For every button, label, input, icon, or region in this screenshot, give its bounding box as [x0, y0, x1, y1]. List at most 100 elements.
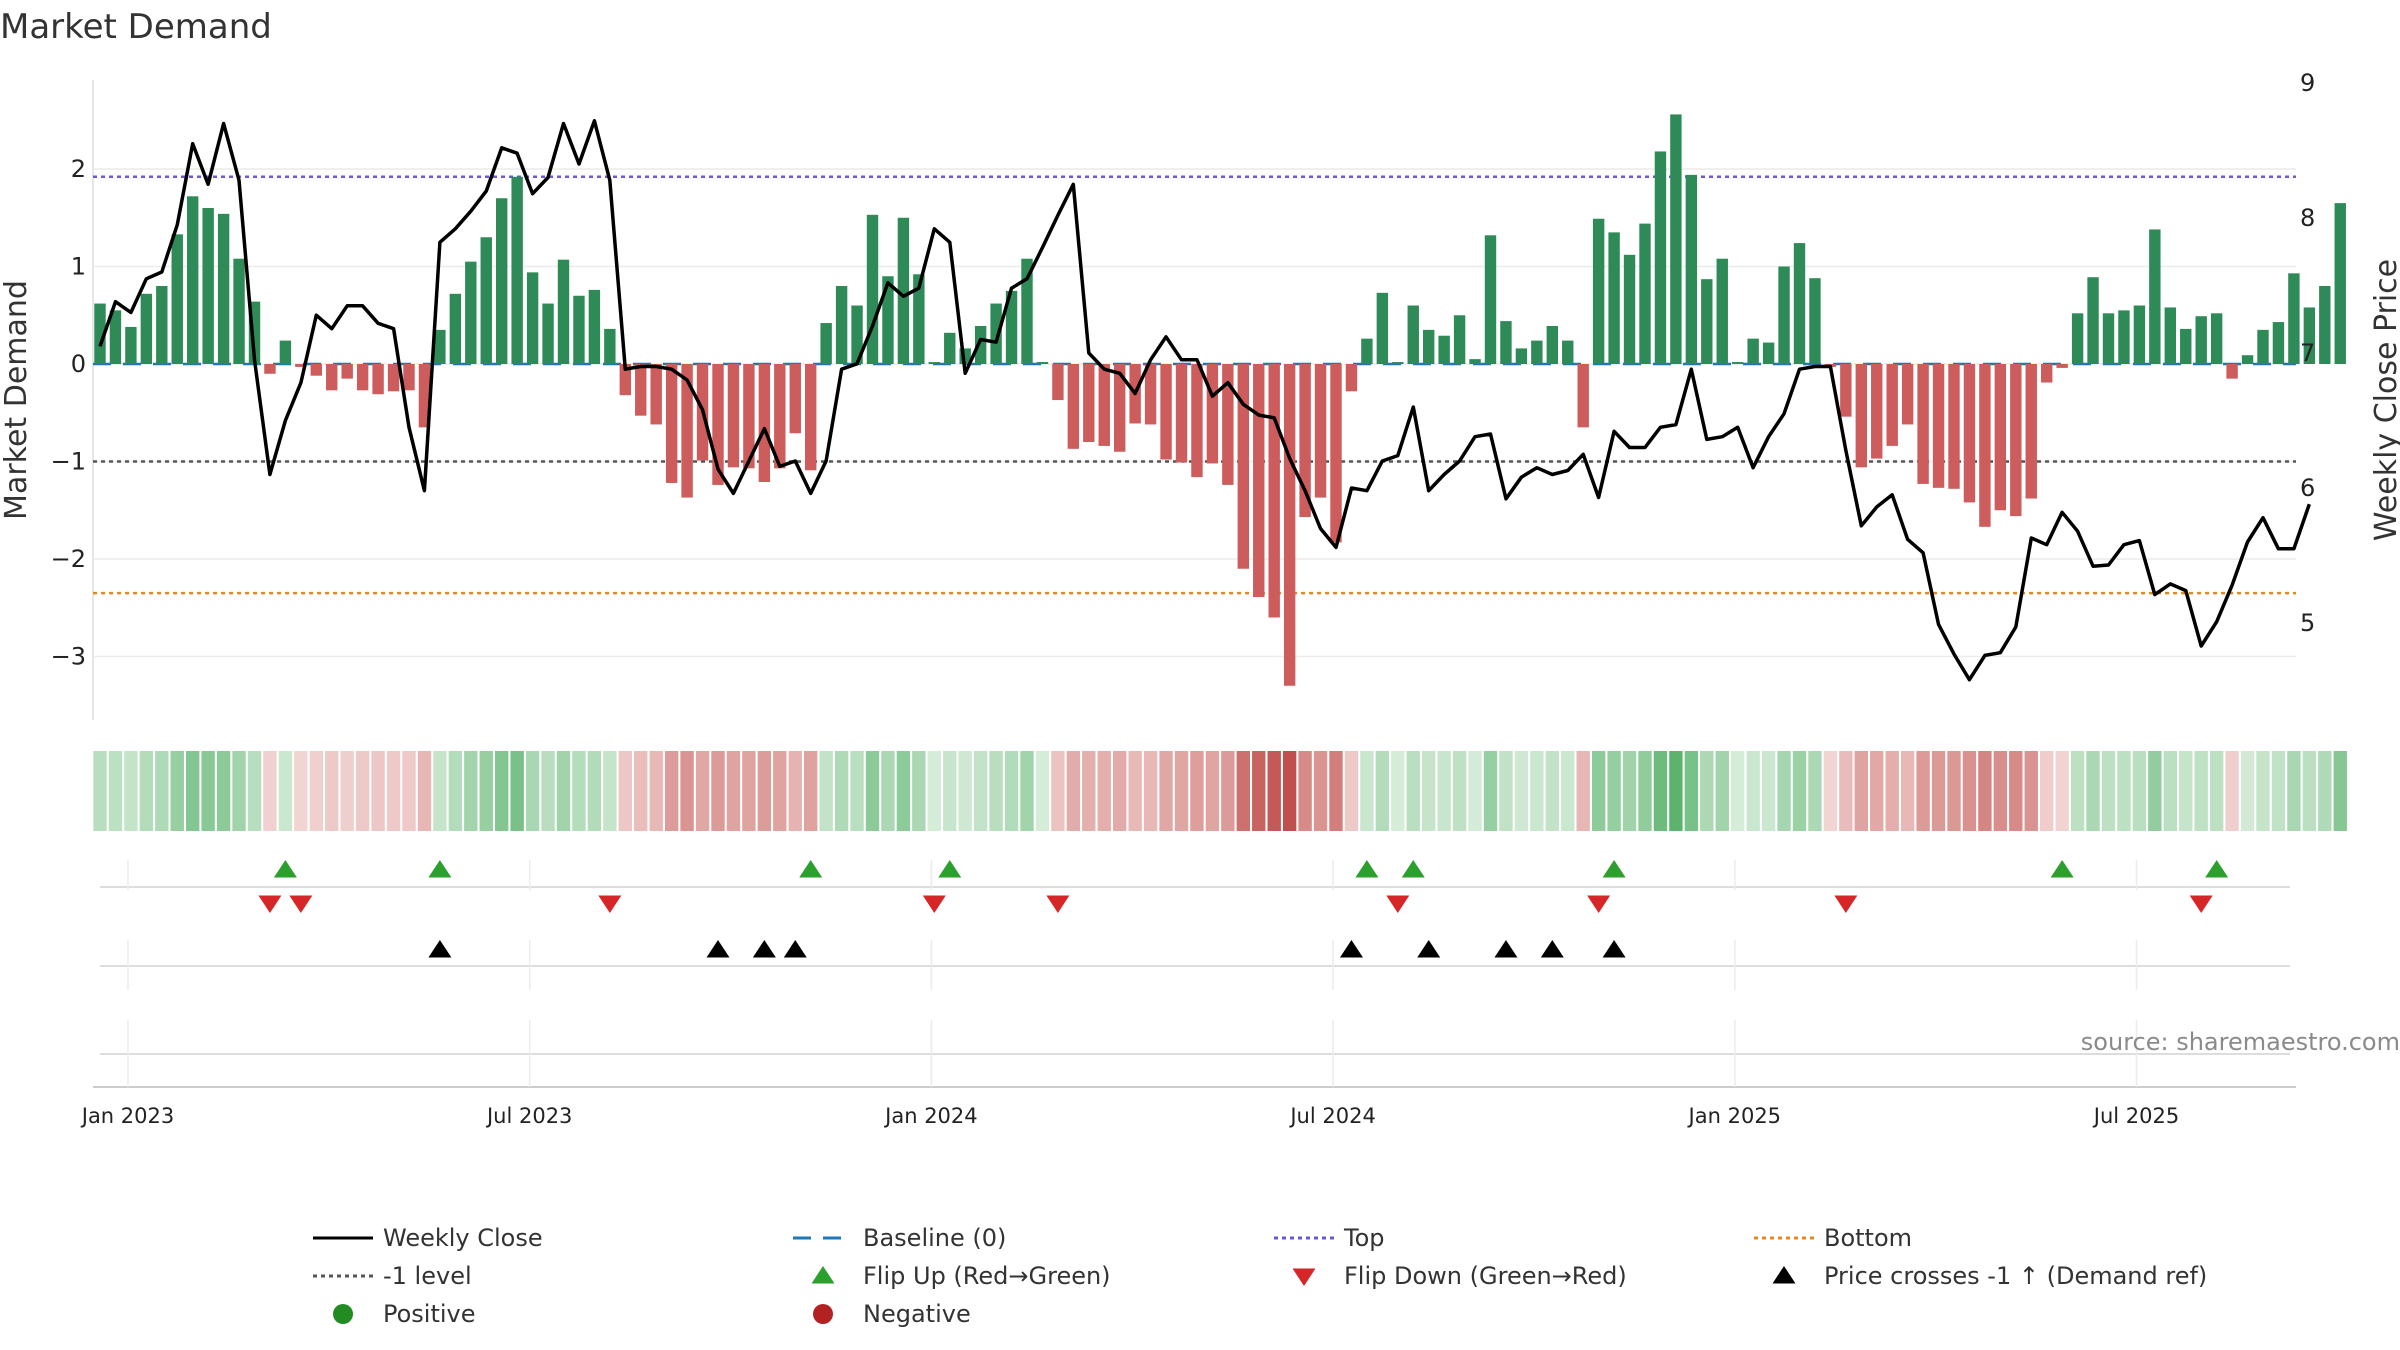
demand-bar: [2025, 364, 2037, 499]
flip-up-marker: [428, 860, 452, 878]
heat-cell: [1700, 751, 1714, 831]
heat-cell: [788, 751, 802, 831]
demand-bar: [310, 364, 322, 376]
demand-bar: [465, 261, 477, 364]
demand-bar: [1840, 364, 1852, 417]
heat-cell: [1236, 751, 1250, 831]
demand-bar: [1175, 364, 1188, 463]
demand-bar: [1531, 340, 1543, 364]
legend-item: Positive: [333, 1300, 476, 1328]
legend-triangle-down: [1292, 1268, 1316, 1286]
demand-bar: [650, 364, 662, 425]
demand-bar: [1453, 315, 1466, 364]
flip-up-marker: [799, 860, 823, 878]
heat-cell: [1653, 751, 1668, 831]
demand-bar: [1005, 290, 1018, 364]
heat-cell: [912, 751, 926, 831]
heat-cell: [618, 751, 632, 831]
demand-bar: [1423, 329, 1435, 364]
demand-heat-strip: [93, 751, 2347, 831]
empty-panel: [93, 1053, 2296, 1088]
demand-bar: [356, 364, 369, 391]
demand-bar: [2087, 277, 2099, 364]
demand-bar: [1994, 364, 2007, 511]
heat-cell: [773, 751, 787, 831]
demand-bars: [94, 114, 2346, 686]
heat-cell: [2302, 751, 2317, 831]
y-tick-label: 2: [71, 155, 86, 183]
demand-bar: [974, 325, 987, 364]
demand-bar: [588, 289, 601, 364]
demand-bar: [480, 237, 492, 364]
price-cross-panel: [100, 940, 2290, 967]
demand-bar: [2257, 329, 2269, 364]
heat-cell: [1452, 751, 1467, 831]
heat-cell: [850, 751, 864, 831]
legend-label: Flip Down (Green→Red): [1344, 1262, 1627, 1290]
heat-cell: [804, 751, 818, 831]
heat-cell: [757, 751, 772, 831]
heat-cell: [495, 751, 509, 831]
heat-cell: [294, 751, 308, 831]
heat-cell: [2055, 751, 2069, 831]
demand-bar: [1747, 338, 1759, 364]
legend-item: Baseline (0): [793, 1224, 1006, 1252]
heat-cell: [1777, 751, 1791, 831]
heat-cell: [325, 751, 339, 831]
demand-bar: [2118, 310, 2130, 364]
heat-cell: [726, 751, 741, 831]
heat-cell: [1097, 751, 1111, 831]
main-panel: 2 1 0 −1 −2 −3 9 8 7 6 5 Market Demand Weekly Clo…: [0, 69, 2400, 720]
heat-cell: [1761, 751, 1776, 831]
demand-bar: [712, 364, 724, 485]
demand-bar: [1886, 364, 1898, 446]
heat-cell: [232, 751, 246, 831]
heat-cell: [1437, 751, 1451, 831]
x-tick-label: Jan 2024: [883, 1104, 978, 1128]
heat-cell: [742, 751, 756, 831]
demand-bar: [187, 196, 199, 364]
heat-cell: [2040, 751, 2054, 831]
heat-cell: [1715, 751, 1729, 831]
heat-cell: [1375, 751, 1390, 831]
demand-bar: [1948, 364, 1960, 489]
demand-bar: [635, 364, 647, 416]
demand-bar: [1438, 335, 1450, 364]
demand-bar: [1793, 243, 1806, 364]
heat-cell: [2240, 751, 2255, 831]
demand-bar: [1716, 258, 1728, 364]
heat-cell: [881, 751, 895, 831]
heat-cell: [2179, 751, 2193, 831]
heat-cell: [1499, 751, 1513, 831]
heat-cell: [371, 751, 385, 831]
demand-bar: [1592, 218, 1605, 364]
heat-cell: [1530, 751, 1544, 831]
legend-item: Flip Down (Green→Red): [1292, 1262, 1627, 1290]
heat-cell: [1839, 751, 1853, 831]
legend-label: Baseline (0): [863, 1224, 1006, 1252]
heat-cell: [201, 751, 215, 831]
heat-cell: [973, 751, 988, 831]
demand-bar: [1283, 364, 1296, 686]
price-cross-marker: [1494, 940, 1518, 958]
demand-bar: [1932, 364, 1945, 488]
demand-bar: [1052, 364, 1064, 401]
vertical-gridlines: [127, 860, 2138, 1087]
left-y-ticks: 2 1 0 −1 −2 −3: [51, 155, 86, 671]
demand-bar: [542, 303, 554, 364]
heat-cell: [1468, 751, 1482, 831]
heat-cell: [572, 751, 586, 831]
heat-cell: [896, 751, 911, 831]
demand-bar: [511, 176, 523, 364]
demand-bar: [1979, 364, 1991, 527]
heat-cell: [1128, 751, 1142, 831]
heat-cell: [1298, 751, 1312, 831]
flip-up-marker: [273, 860, 297, 878]
demand-bar: [496, 198, 508, 364]
heat-cell: [695, 751, 710, 831]
heat-cell: [479, 751, 493, 831]
demand-bar: [2133, 305, 2146, 364]
x-ticks: Jan 2023 Jul 2023 Jan 2024 Jul 2024 Jan 2025…: [80, 1104, 2179, 1128]
demand-bar: [1500, 321, 1512, 364]
